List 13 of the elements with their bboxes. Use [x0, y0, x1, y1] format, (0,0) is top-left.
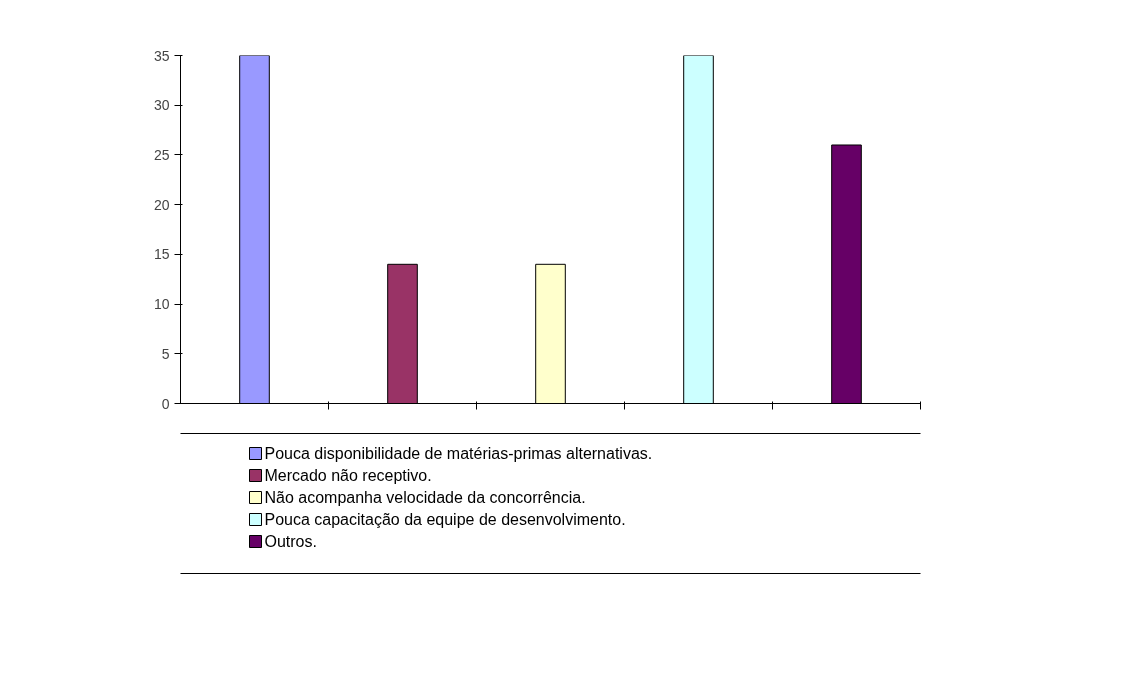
y-tick-label: 15 — [153, 246, 170, 263]
y-tick-label: 10 — [153, 296, 170, 313]
y-tick-label: 35 — [153, 47, 170, 64]
legend-label: Não acompanha velocidade da concorrência. — [264, 489, 586, 506]
y-tick-label: 25 — [153, 146, 170, 163]
y-tick-label: 0 — [161, 395, 170, 412]
y-tick-label: 20 — [153, 196, 170, 213]
y-tick-label: 30 — [153, 97, 170, 114]
legend-label: Pouca capacitação da equipe de desenvolvimento. — [264, 511, 626, 528]
legend-label: Pouca disponibilidade de matérias-primas alternativas. — [264, 445, 653, 462]
y-tick-label: 5 — [161, 345, 170, 362]
legend-label: Mercado não receptivo. — [264, 467, 432, 484]
legend-label: Outros. — [264, 533, 317, 550]
